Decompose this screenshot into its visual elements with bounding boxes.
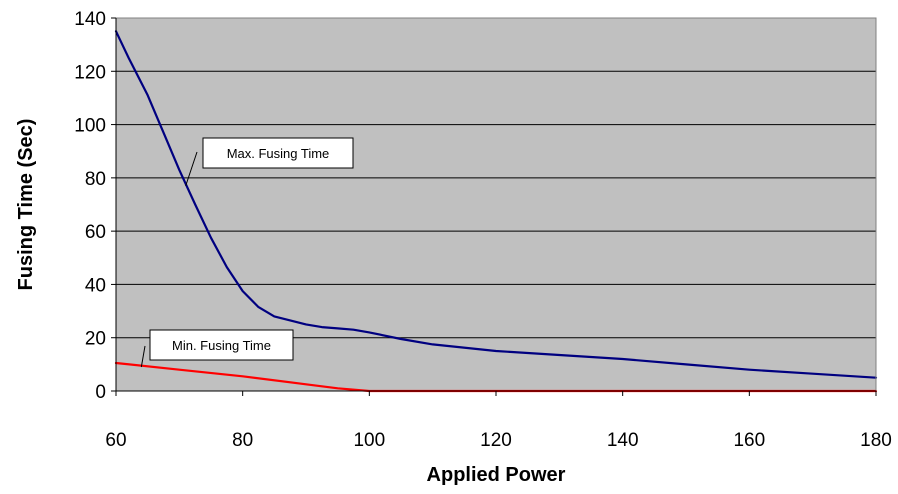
- callout-label: Max. Fusing Time: [227, 146, 330, 161]
- y-tick-label: 140: [74, 9, 106, 30]
- y-tick-label: 20: [85, 329, 106, 350]
- y-tick-label: 0: [95, 382, 106, 403]
- y-tick-label: 40: [85, 275, 106, 296]
- callout-box: [149, 329, 294, 361]
- x-tick-label: 100: [353, 430, 385, 451]
- x-tick-label: 140: [607, 430, 639, 451]
- x-tick-label: 180: [860, 430, 892, 451]
- y-tick-label: 100: [74, 116, 106, 137]
- plot-area: [116, 18, 876, 391]
- callout-label: Min. Fusing Time: [172, 338, 271, 353]
- callout-box: [202, 137, 354, 169]
- x-axis-title: Applied Power: [427, 464, 566, 486]
- axis-ticks: 0 20 40 60 80 100 120 140 60 80 100 120 140 160 180: [74, 9, 892, 451]
- x-tick-label: 120: [480, 430, 512, 451]
- x-tick-label: 60: [105, 430, 126, 451]
- y-tick-label: 120: [74, 62, 106, 83]
- callout-leader-line: [185, 151, 198, 187]
- callout-min-fusing-time: Min. Fusing Time: [140, 329, 294, 368]
- x-tick-label: 80: [232, 430, 253, 451]
- callout-leader-line: [140, 345, 146, 368]
- y-tick-label: 80: [85, 169, 106, 190]
- callout-max-fusing-time: Max. Fusing Time: [185, 137, 354, 187]
- y-axis-title: Fusing Time (Sec): [15, 119, 37, 291]
- y-tick-label: 60: [85, 222, 106, 243]
- series-line-max-fusing-time: [114, 30, 878, 379]
- x-tick-label: 160: [733, 430, 765, 451]
- annotations: Max. Fusing Time Min. Fusing Time: [140, 137, 354, 368]
